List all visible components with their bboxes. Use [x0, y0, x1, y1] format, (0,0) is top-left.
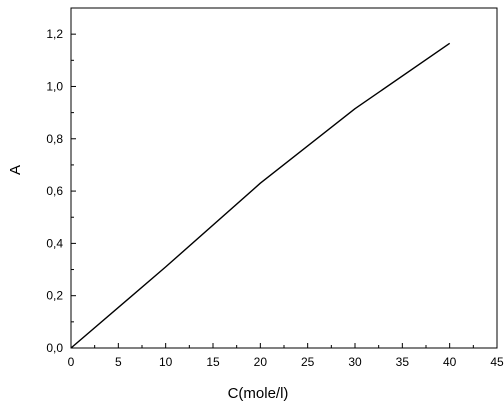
x-tick-label: 40 — [443, 355, 457, 369]
y-tick-label: 0,0 — [46, 341, 63, 355]
x-tick-label: 25 — [301, 355, 315, 369]
y-tick-label: 0,8 — [46, 132, 63, 146]
x-tick-label: 10 — [159, 355, 173, 369]
x-tick-label: 45 — [490, 355, 504, 369]
y-tick-label: 1,0 — [46, 79, 63, 93]
y-tick-label: 0,6 — [46, 184, 63, 198]
x-tick-label: 5 — [115, 355, 122, 369]
x-tick-label: 20 — [254, 355, 268, 369]
x-tick-label: 15 — [206, 355, 220, 369]
x-tick-label: 0 — [68, 355, 75, 369]
y-tick-label: 0,4 — [46, 236, 63, 250]
x-axis-label: C(mole/l) — [228, 385, 289, 402]
y-tick-label: 0,2 — [46, 289, 63, 303]
y-axis-label: A — [7, 165, 24, 175]
x-tick-label: 30 — [348, 355, 362, 369]
plot-frame — [70, 7, 498, 349]
y-tick-label: 1,2 — [46, 27, 63, 41]
series-line — [70, 42, 451, 349]
x-tick-label: 35 — [396, 355, 410, 369]
